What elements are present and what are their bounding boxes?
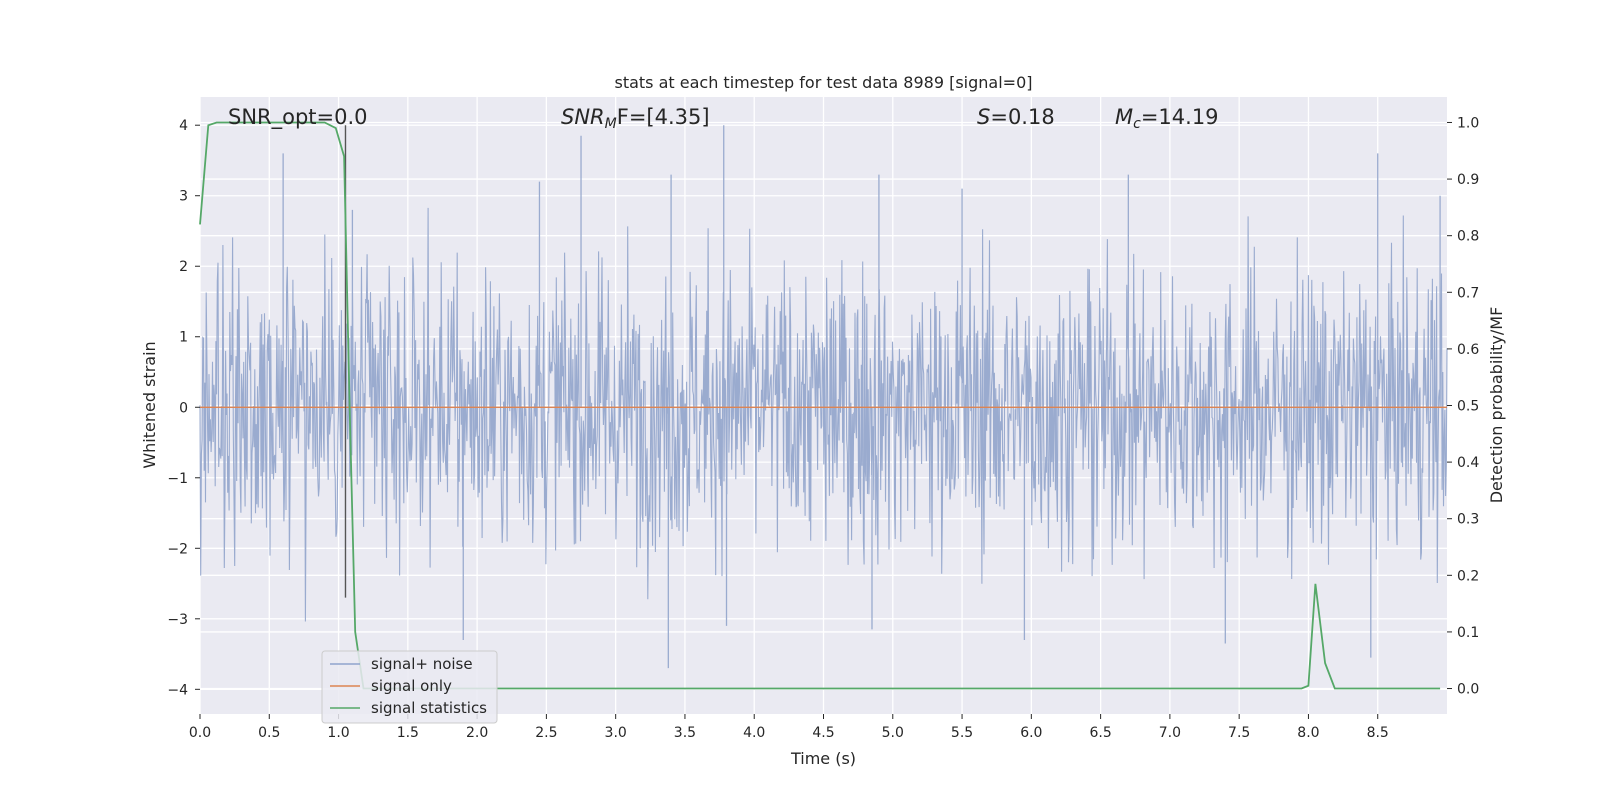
x-tick-label: 8.0 [1297, 725, 1319, 741]
tick-labels: 0.0 0.5 1.0 1.5 2.0 2.5 3.0 3.5 4.0 4.5 5.0 5.5 6.0 6… [167, 115, 1479, 741]
signal-noise-line [199, 207, 1448, 622]
annotation-s-main: S [977, 105, 990, 129]
y-axis-label-left: Whitened strain [140, 341, 159, 468]
legend-label-signal-statistics: signal statistics [371, 699, 487, 717]
y-tick-label-right: 0.2 [1457, 568, 1479, 584]
annotation-snr-mf-rest: F=[4.35] [617, 105, 710, 129]
y-tick-label-left: −4 [167, 682, 188, 698]
annotation-snr-mf: SNRMF=[4.35] [561, 105, 710, 132]
chart-title: stats at each timestep for test data 898… [614, 73, 1032, 92]
annotation-mc-rest: =14.19 [1141, 105, 1219, 129]
x-tick-label: 0.0 [189, 725, 211, 741]
x-tick-label: 5.5 [951, 725, 973, 741]
annotation-mc-main: M [1115, 105, 1133, 129]
x-tick-label: 5.0 [882, 725, 904, 741]
y-tick-label-right: 0.1 [1457, 625, 1479, 641]
y-tick-label-right: 0.9 [1457, 172, 1479, 188]
y-tick-label-left: −1 [167, 471, 188, 487]
x-axis-label: Time (s) [790, 749, 856, 768]
x-tick-label: 4.5 [812, 725, 834, 741]
x-tick-label: 2.0 [466, 725, 488, 741]
y-tick-label-left: 3 [179, 189, 188, 205]
y-tick-label-right: 0.3 [1457, 512, 1479, 528]
x-tick-label: 4.0 [743, 725, 765, 741]
y-tick-label-right: 1.0 [1457, 115, 1479, 131]
x-tick-label: 7.0 [1159, 725, 1181, 741]
legend-box [321, 650, 498, 724]
y-axis-label-right: Detection probability/MF [1487, 307, 1506, 504]
annotation-s: S=0.18 [977, 105, 1055, 129]
x-tick-label: 2.5 [535, 725, 557, 741]
y-tick-label-left: 0 [179, 400, 188, 416]
annotation-s-rest: =0.18 [990, 105, 1054, 129]
annotation-snr-opt: SNR_opt=0.0 [228, 105, 368, 130]
x-tick-label: 6.5 [1089, 725, 1111, 741]
legend-label-signal-noise: signal+ noise [371, 655, 473, 673]
x-tick-label: 6.0 [1020, 725, 1042, 741]
y-tick-label-left: 4 [179, 118, 188, 134]
series-signal-noise [199, 125, 1448, 669]
annotation-mc-sub: c [1133, 116, 1141, 132]
annotation-snr-mf-sub: M [605, 116, 617, 132]
x-tick-label: 1.0 [327, 725, 349, 741]
y-tick-label-left: 2 [179, 259, 188, 275]
legend-label-signal-only: signal only [371, 677, 452, 695]
y-tick-label-right: 0.5 [1457, 399, 1479, 415]
x-tick-label: 3.5 [674, 725, 696, 741]
y-tick-label-right: 0.8 [1457, 229, 1479, 245]
x-tick-label: 3.0 [605, 725, 627, 741]
legend: signal+ noise signal only signal statist… [321, 650, 498, 724]
annotation-snr-mf-main: SNR [561, 105, 605, 129]
y-tick-label-right: 0.4 [1457, 455, 1479, 471]
y-tick-label-right: 0.7 [1457, 285, 1479, 301]
y-tick-label-left: 1 [179, 330, 188, 346]
x-tick-label: 1.5 [397, 725, 419, 741]
y-tick-label-left: −2 [167, 541, 188, 557]
y-tick-label-right: 0.0 [1457, 682, 1479, 698]
y-tick-label-left: −3 [167, 612, 188, 628]
x-tick-label: 7.5 [1228, 725, 1250, 741]
x-tick-label: 8.5 [1367, 725, 1389, 741]
annotation-mc: Mc=14.19 [1115, 105, 1219, 132]
y-tick-label-right: 0.6 [1457, 342, 1479, 358]
x-tick-label: 0.5 [258, 725, 280, 741]
